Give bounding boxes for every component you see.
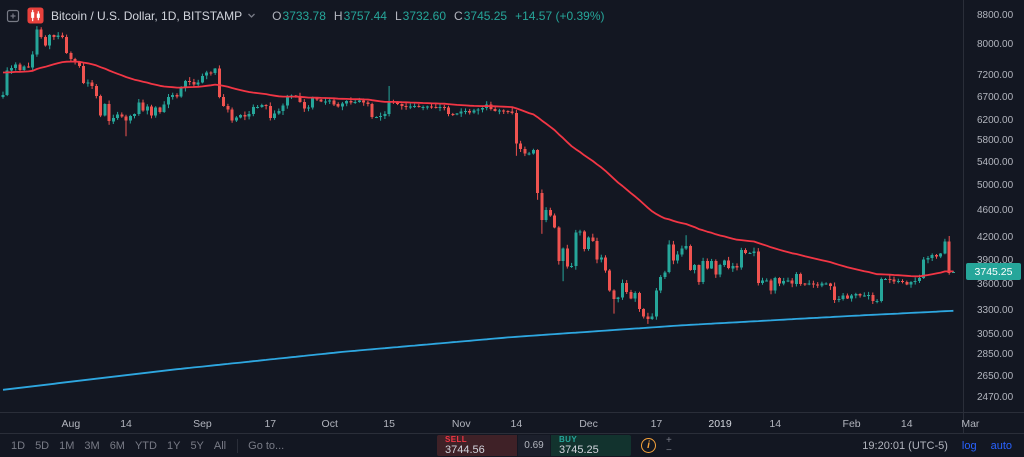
price-tick: 5400.00	[977, 156, 1014, 168]
range-1y[interactable]: 1Y	[162, 438, 185, 454]
time-tick: 14	[769, 418, 782, 430]
sell-price: 3744.56	[445, 444, 485, 456]
symbol-logo-icon	[27, 7, 44, 24]
time-tick: 14	[510, 418, 523, 430]
open-label: O	[272, 8, 282, 23]
range-1d[interactable]: 1D	[6, 438, 30, 454]
spread-value: 0.69	[517, 435, 551, 456]
trade-widget: SELL 3744.56 0.69 BUY 3745.25 i + −	[437, 435, 674, 456]
time-tick: Aug	[61, 418, 81, 430]
plus-button[interactable]: +	[666, 435, 672, 446]
high-value: 3757.44	[343, 8, 387, 23]
price-tick: 3050.00	[977, 328, 1014, 340]
high-label: H	[333, 8, 343, 23]
info-icon[interactable]: i	[641, 438, 656, 453]
price-tick: 2470.00	[977, 392, 1014, 403]
last-price-label: 3745.25	[966, 263, 1021, 281]
price-tick: 7200.00	[977, 70, 1014, 82]
time-tick: 17	[264, 418, 277, 430]
range-3m[interactable]: 3M	[79, 438, 104, 454]
range-ytd[interactable]: YTD	[130, 438, 162, 454]
chart-legend: Bitcoin / U.S. Dollar, 1D, BITSTAMP O 373…	[6, 7, 605, 24]
clock: 19:20:01 (UTC-5)	[862, 439, 948, 452]
time-tick: Mar	[961, 418, 980, 430]
price-tick: 5000.00	[977, 179, 1014, 191]
sell-button[interactable]: SELL 3744.56	[437, 435, 517, 456]
candlestick-chart[interactable]	[0, 0, 963, 412]
sell-label: SELL	[445, 435, 468, 444]
price-tick: 4600.00	[977, 205, 1014, 217]
price-tick: 4200.00	[977, 232, 1014, 244]
close-value: 3745.25	[463, 8, 508, 23]
log-scale-button[interactable]: log	[961, 439, 977, 452]
range-buttons: 1D 5D 1M 3M 6M YTD 1Y 5Y All	[0, 438, 231, 454]
toolbar-right: 19:20:01 (UTC-5) log auto	[862, 440, 1024, 452]
goto-button[interactable]: Go to...	[248, 439, 285, 452]
price-tick: 6700.00	[977, 91, 1014, 103]
time-tick: Dec	[579, 418, 598, 430]
price-tick: 5800.00	[977, 135, 1014, 147]
time-tick: 15	[383, 418, 395, 430]
price-tick: 6200.00	[977, 115, 1014, 127]
price-tick: 2650.00	[977, 370, 1014, 382]
time-tick: Feb	[842, 418, 861, 430]
low-value: 3732.60	[402, 8, 447, 23]
price-tick: 8000.00	[977, 38, 1014, 50]
range-5y[interactable]: 5Y	[185, 438, 208, 454]
time-tick: 17	[650, 418, 663, 430]
chevron-down-icon[interactable]	[247, 11, 256, 20]
low-label: L	[394, 8, 402, 23]
time-tick: 14	[120, 418, 132, 430]
range-5d[interactable]: 5D	[30, 438, 54, 454]
buy-price: 3745.25	[559, 444, 599, 456]
price-tick: 8800.00	[977, 10, 1014, 21]
close-label: C	[454, 8, 463, 23]
ohlc-values: O 3733.78 H 3757.44 L 3732.60 C 3745.25 +14.…	[256, 9, 604, 23]
time-tick: Nov	[451, 418, 471, 430]
price-tick: 3900.00	[977, 254, 1014, 266]
open-value: 3733.78	[282, 8, 326, 23]
time-axis[interactable]: Aug 14 Sep 17 Oct 15 Nov 14 Dec 17 2019 14 Feb 14 Mar	[0, 412, 1024, 433]
range-6m[interactable]: 6M	[105, 438, 130, 454]
buy-button[interactable]: BUY 3745.25	[551, 435, 631, 456]
quantity-steppers: + −	[664, 435, 674, 456]
range-all[interactable]: All	[209, 438, 231, 454]
price-tick: 3600.00	[977, 278, 1014, 290]
add-symbol-icon[interactable]	[6, 9, 20, 23]
range-1m[interactable]: 1M	[54, 438, 79, 454]
time-tick: Oct	[321, 418, 338, 430]
time-tick: 14	[900, 418, 913, 430]
price-tick: 3300.00	[977, 304, 1014, 316]
price-axis[interactable]: 3745.25 8800.00 8000.00 7200.00 6700.00 6200…	[963, 0, 1024, 433]
time-tick: Sep	[193, 418, 212, 430]
minus-button[interactable]: −	[666, 445, 672, 456]
time-tick: 2019	[708, 418, 732, 430]
auto-scale-button[interactable]: auto	[990, 439, 1012, 452]
price-tick: 2850.00	[977, 348, 1014, 360]
change-value: +14.57 (+0.39%)	[515, 8, 605, 23]
chart-plot-area[interactable]: Bitcoin / U.S. Dollar, 1D, BITSTAMP O 373…	[0, 0, 963, 412]
divider	[237, 438, 239, 453]
buy-label: BUY	[559, 435, 578, 444]
symbol-title[interactable]: Bitcoin / U.S. Dollar, 1D, BITSTAMP	[51, 8, 243, 23]
